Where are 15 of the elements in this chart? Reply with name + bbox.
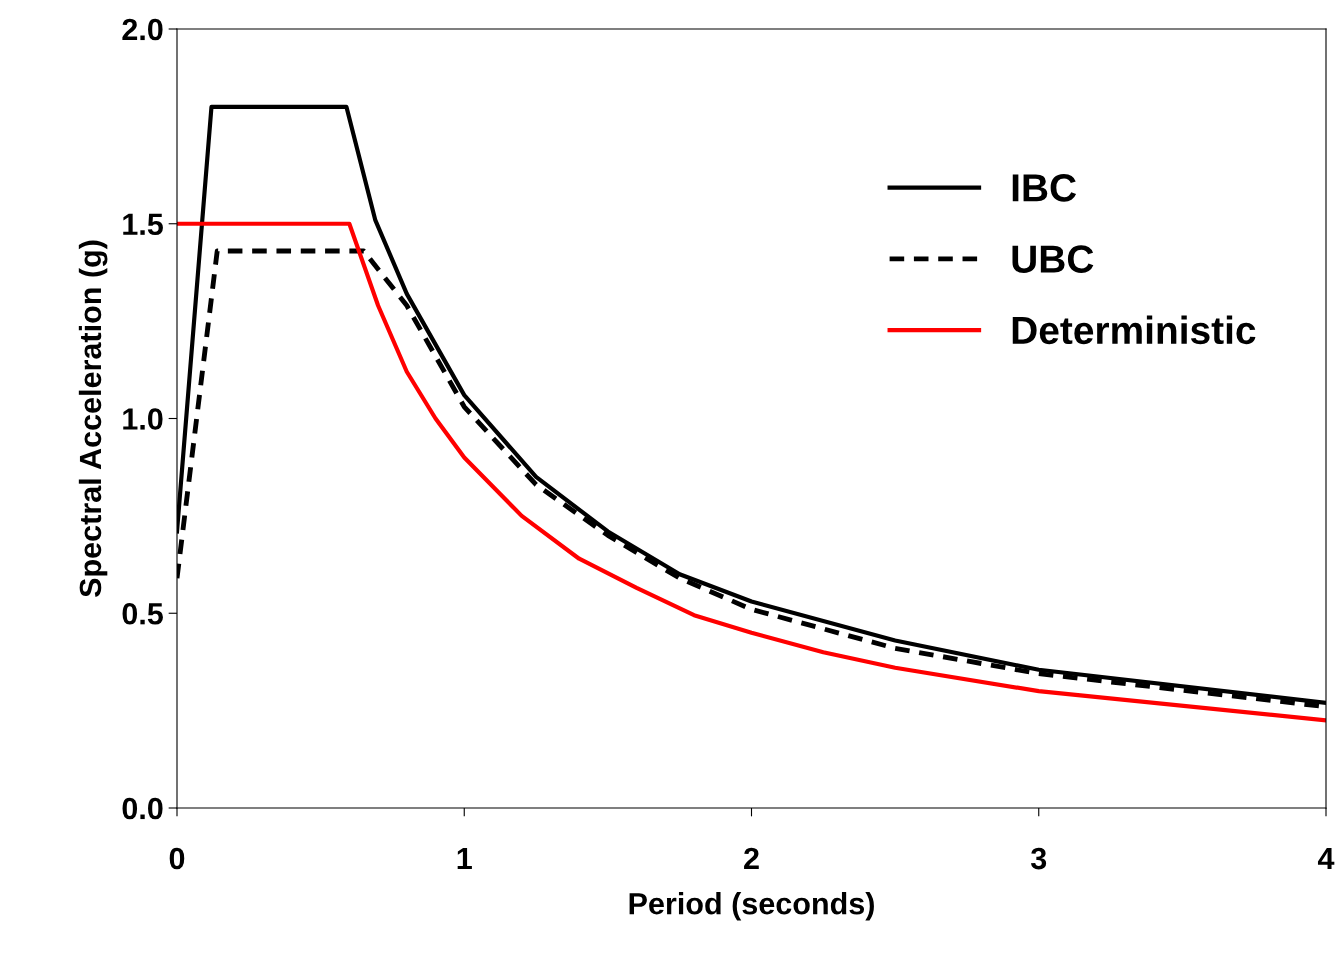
x-tick-label: 2	[744, 847, 759, 870]
y-tick-label: 0.0	[122, 797, 163, 820]
x-tick-label: 1	[457, 848, 472, 870]
legend-label: UBC	[1012, 245, 1094, 273]
y-tick-label: 1.0	[123, 408, 163, 430]
x-axis-title: Period (seconds)	[629, 892, 874, 921]
legend-label: IBC	[1012, 174, 1077, 202]
y-axis-title: Spectral Acceleration (g)	[78, 240, 108, 598]
x-tick-label: 0	[169, 847, 185, 870]
y-tick-label: 1.5	[123, 213, 163, 236]
x-tick-label: 3	[1030, 847, 1047, 870]
y-tick-label: 0.5	[122, 602, 163, 625]
x-tick-label: 4	[1317, 848, 1335, 870]
y-tick-label: 2.0	[122, 18, 163, 41]
legend-label: Deterministic	[1012, 315, 1256, 345]
